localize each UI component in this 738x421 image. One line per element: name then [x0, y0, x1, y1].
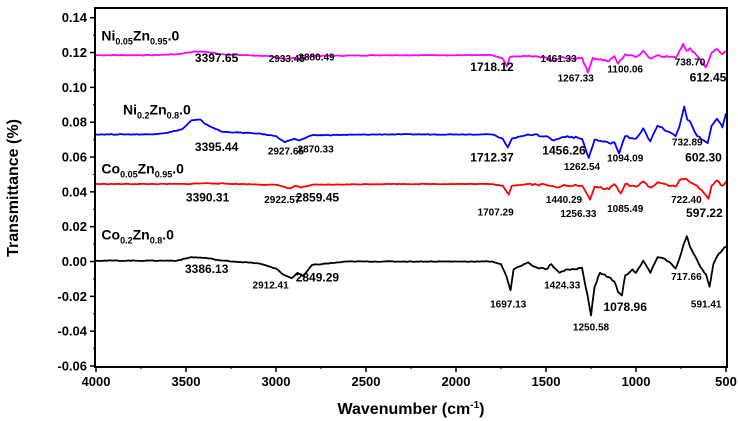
series-labels: Ni0.05Zn0.95.0 Ni0.2Zn0.8.0 Co0.05Zn0.95.0… [101, 27, 191, 245]
y-axis-ticks: -0.06 -0.04 -0.02 0.00 0.02 0.04 0.06 0.08 0.10 0… [57, 10, 96, 374]
peak-label: 1085.49 [607, 204, 644, 215]
peak-label: 1718.12 [470, 60, 514, 74]
peak-label: 1707.29 [478, 207, 515, 218]
peak-label: 1262.54 [564, 162, 601, 173]
peak-label: 2880.49 [298, 52, 335, 63]
peak-label: 1100.06 [607, 65, 643, 76]
peak-label: 1250.58 [573, 322, 610, 333]
peak-label: 1712.37 [470, 150, 514, 164]
peak-label: 3390.31 [186, 190, 230, 204]
y-tick-label: 0.02 [62, 219, 87, 234]
series-label: Co0.2Zn0.8.0 [101, 227, 174, 246]
series-label: Ni0.2Zn0.8.0 [123, 101, 191, 120]
x-tick-label: 2000 [442, 374, 471, 389]
series-line [95, 235, 727, 317]
peak-label: 1424.33 [544, 281, 581, 292]
x-axis-ticks: 4000 3500 3000 2500 2000 1500 1000 500 [82, 366, 737, 389]
peak-label: 3386.13 [185, 262, 229, 276]
peak-label: 738.70 [675, 58, 706, 69]
peak-label: 612.45 [690, 70, 727, 84]
series-label: Co0.05Zn0.95.0 [101, 161, 184, 180]
y-axis-title: Transmittance (%) [5, 119, 22, 257]
peak-label: 1440.29 [546, 195, 583, 206]
peak-label: 2927.65 [268, 146, 305, 157]
peak-label: 3395.44 [195, 140, 239, 154]
series-group [95, 42, 727, 317]
peak-label: 2912.41 [253, 281, 290, 292]
y-tick-label: 0.04 [62, 184, 88, 199]
x-axis-title: Wavenumber (cm-1) [337, 400, 484, 418]
peak-label: 1697.13 [490, 300, 527, 311]
series-line [95, 105, 727, 159]
peak-label: 3397.65 [195, 51, 239, 65]
peak-label: 597.22 [686, 206, 723, 220]
y-tick-label: 0.10 [62, 80, 87, 95]
peak-label: 2922.57 [264, 195, 301, 206]
y-tick-label: 0.00 [62, 254, 87, 269]
peak-label: 1461.33 [541, 54, 578, 65]
x-tick-label: 1500 [532, 374, 561, 389]
peak-label: 1256.33 [560, 209, 597, 220]
peak-label: 2859.45 [296, 190, 340, 204]
y-tick-label: 0.12 [62, 45, 87, 60]
y-tick-label: 0.14 [62, 10, 88, 25]
x-tick-label: 2500 [352, 374, 381, 389]
series-line [95, 177, 727, 201]
peak-label: 2849.29 [296, 271, 340, 285]
x-tick-label: 3500 [172, 374, 201, 389]
peak-label: 1456.26 [542, 143, 586, 157]
y-tick-label: 0.08 [62, 115, 87, 130]
x-tick-label: 500 [715, 374, 737, 389]
x-tick-label: 3000 [262, 374, 291, 389]
peak-label: 717.66 [671, 272, 702, 283]
y-tick-label: -0.02 [57, 289, 87, 304]
x-tick-label: 1000 [622, 374, 651, 389]
peak-label: 2933.45 [269, 54, 306, 65]
peak-label: 1267.33 [558, 73, 595, 84]
series-line [95, 42, 727, 74]
y-tick-label: -0.06 [57, 359, 87, 374]
x-tick-label: 4000 [82, 374, 111, 389]
peak-label: 732.89 [672, 138, 703, 149]
peak-label: 1094.09 [607, 153, 644, 164]
y-tick-label: 0.06 [62, 150, 87, 165]
y-tick-label: -0.04 [57, 324, 87, 339]
peak-label: 591.41 [691, 300, 722, 311]
peak-label: 2870.33 [298, 145, 335, 156]
peak-label: 602.30 [685, 150, 722, 164]
peak-label: 1078.96 [604, 300, 648, 314]
peak-label: 722.40 [671, 195, 702, 206]
series-label: Ni0.05Zn0.95.0 [101, 27, 179, 46]
